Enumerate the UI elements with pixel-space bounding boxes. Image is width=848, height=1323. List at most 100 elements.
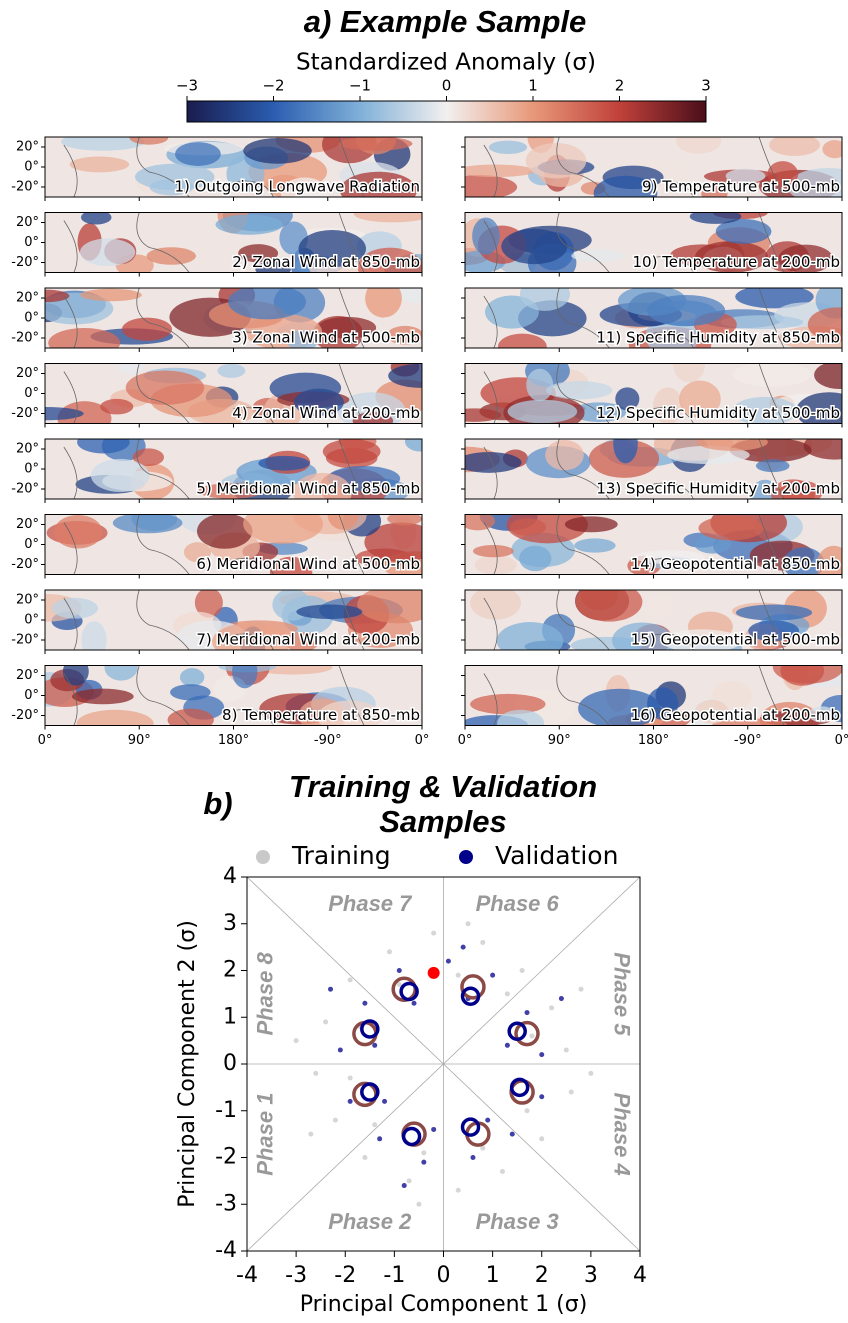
training-point [480,939,486,945]
y-tick-label: 20° [16,517,39,532]
anomaly-blob [782,547,825,575]
anomaly-blob [795,392,842,424]
validation-composites [401,1126,422,1147]
anomaly-blob [322,439,381,464]
training-point [588,1070,594,1076]
coastline [483,439,785,499]
anomaly-blob [62,665,89,686]
map-panel [45,363,422,424]
x-tick-label: -3 [285,1263,307,1288]
validation-point [445,958,451,964]
anomaly-blob [296,604,363,620]
anomaly-blob [170,684,211,701]
validation-point [347,1098,353,1104]
phase-label: Phase 1 [252,1093,277,1176]
colorbar-label: Standardized Anomaly (σ) [296,50,596,76]
anomaly-blob [212,622,291,650]
panel-label: 9) Temperature at 500-mb [642,178,840,196]
anomaly-blob [803,439,842,460]
anomaly-blob [769,137,821,157]
validation-point [470,1155,476,1160]
anomaly-blob [51,597,99,619]
coastline [483,288,785,348]
validation-point [372,1042,378,1048]
anomaly-blob [353,212,422,223]
map-panel [465,590,842,650]
anomaly-blob [129,137,169,145]
y-tick-label: -20° [11,406,39,421]
map-panel [45,514,422,575]
anomaly-blob [365,288,402,318]
training-point [465,921,471,927]
validation-point [490,972,496,978]
training-point [347,977,353,983]
panel-b-label: b) [203,786,232,821]
anomaly-blob [465,514,496,531]
anomaly-blob [647,687,679,720]
anomaly-blob [404,439,422,452]
anomaly-blob [90,458,150,493]
training-point [323,1019,329,1025]
anomaly-blob [814,363,842,390]
x-tick-label: 0 [437,1263,451,1288]
training-point [524,1108,530,1114]
panel-label: 1) Outgoing Longwave Radiation [174,178,420,196]
map-panel [45,590,422,650]
training-composites [514,1020,540,1047]
x-tick-label: -90° [314,733,342,748]
anomaly-blob [76,709,154,726]
anomaly-blob [388,363,422,388]
coastline [63,514,365,575]
anomaly-blob [284,631,320,650]
anomaly-blob [725,168,766,184]
validation-point [396,968,402,973]
anomaly-blob [578,688,661,726]
y-tick-label: -20° [11,708,39,723]
anomaly-blob [132,448,165,467]
anomaly-blob [280,177,329,197]
anomaly-blob [634,550,706,564]
anomaly-blob [564,516,618,533]
y-tick-label: -20° [11,557,39,572]
validation-point [362,1000,368,1006]
anomaly-blob [80,288,142,302]
x-tick-label: 0° [458,733,473,748]
anomaly-blob [357,590,422,624]
panel-label: 12) Specific Humidity at 500-mb [596,404,840,422]
y-tick-label: 0° [24,235,39,250]
anomaly-blob [81,621,107,650]
panel-label: 15) Geopotential at 500-mb [631,631,840,649]
phase-label: Phase 2 [328,1209,412,1234]
training-point [313,1070,319,1076]
coastline [63,137,365,197]
training-point [416,1201,422,1207]
anomaly-blob [679,380,721,418]
validation-point [421,1159,427,1165]
anomaly-blob [470,590,522,620]
anomaly-blob [816,545,842,575]
anomaly-blob [79,238,136,267]
validation-composites [460,1117,481,1137]
anomaly-blob [217,363,246,378]
training-point [504,991,510,997]
anomaly-blob [807,307,842,342]
colorbar-tick-label: 0 [442,77,452,95]
validation-composites [507,1021,527,1042]
anomaly-blob [748,620,800,642]
training-composites [460,974,486,1000]
coastline [483,590,785,650]
legend-label: Training [291,841,391,870]
anomaly-blob [755,459,790,473]
anomaly-blob [69,156,130,173]
y-tick-label: 20° [16,442,39,457]
y-tick-label: 0° [24,688,39,703]
training-point [529,1033,535,1039]
y-tick-label: 2 [223,958,237,983]
x-tick-label: 180° [638,733,669,748]
anomaly-blob [496,622,564,650]
anomaly-blob [472,544,514,558]
anomaly-blob [243,138,312,164]
anomaly-blob [183,542,212,563]
anomaly-blob [465,174,518,197]
